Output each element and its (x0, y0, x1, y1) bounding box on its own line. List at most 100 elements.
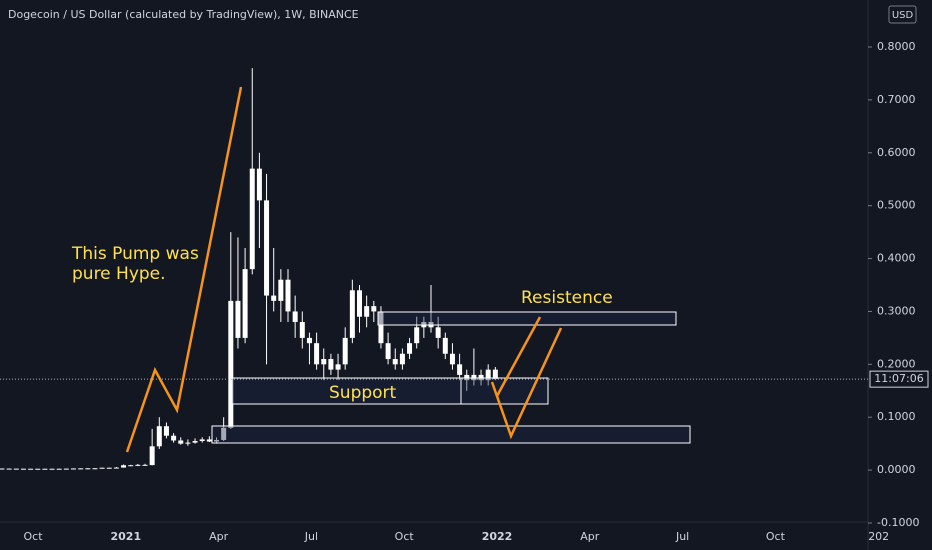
drawings (211, 311, 691, 444)
x-tick-label: Jul (675, 530, 689, 543)
candle-body (228, 300, 234, 428)
y-tick-label: 0.5000 (877, 199, 916, 212)
candle-body (442, 337, 448, 354)
y-tick-label: 0.6000 (877, 146, 916, 159)
candle-body (106, 467, 112, 469)
candle-body (28, 468, 34, 470)
candle-body (385, 343, 391, 360)
y-tick-label: -0.1000 (877, 516, 919, 529)
annotation-pump-2: pure Hype. (72, 264, 166, 284)
candle-body (42, 468, 48, 470)
candle-body (163, 426, 169, 436)
candle-body (292, 311, 298, 323)
projection-line (495, 316, 542, 397)
candle-body (0, 468, 5, 470)
candle-body (485, 369, 491, 381)
candle-body (271, 295, 277, 301)
candle-body (342, 337, 348, 365)
chart-title: Dogecoin / US Dollar (calculated by Trad… (8, 8, 359, 21)
candle-body (214, 439, 219, 442)
lower-box (211, 425, 691, 444)
candle-body (492, 369, 498, 380)
trend-lines (125, 86, 563, 453)
candle-body (335, 364, 341, 370)
candle-body (199, 439, 205, 442)
y-tick-label: 0.0000 (877, 463, 916, 476)
y-tick-label: 0.2000 (877, 357, 916, 370)
candle-body (256, 168, 262, 201)
x-tick-label: Oct (23, 530, 43, 543)
candle-body (71, 468, 76, 470)
candle-body (242, 269, 248, 338)
candle-body (378, 311, 384, 344)
candle-body (407, 343, 413, 354)
candle-body (178, 440, 184, 444)
candle-body (235, 300, 241, 338)
candle-body (185, 442, 191, 444)
candle-body (371, 306, 377, 312)
currency[interactable]: USD (892, 10, 914, 21)
x-tick-label: Oct (395, 530, 415, 543)
x-tick-label: 202 (868, 530, 889, 543)
candle-body (49, 468, 55, 470)
y-tick-label: 0.8000 (877, 40, 916, 53)
candle-body (328, 359, 334, 370)
candle-body (113, 467, 119, 469)
x-tick-label: 2022 (482, 530, 513, 543)
candle-body (135, 464, 141, 466)
candle-body (121, 465, 127, 468)
price-label-box (869, 370, 929, 388)
candle-body (171, 435, 177, 441)
annotation-resistance: Resistence (521, 288, 613, 308)
candle-body (285, 279, 291, 312)
candle-body (85, 468, 91, 470)
candle-body (414, 327, 420, 344)
candle-body (314, 343, 320, 365)
candle-body (306, 337, 312, 344)
candle-body (221, 427, 227, 440)
price-label: 11:07:06 (874, 372, 923, 385)
candle-body (321, 359, 327, 365)
candle-body (128, 465, 134, 467)
candle-body (92, 468, 98, 470)
candle-body (142, 464, 148, 466)
candle-body (392, 359, 398, 365)
candle-body (349, 290, 355, 338)
projection-v (490, 327, 563, 440)
candle-body (13, 468, 19, 470)
candle-body (206, 439, 212, 442)
y-tick-label: 0.3000 (877, 304, 916, 317)
x-tick-label: Jul (304, 530, 318, 543)
x-tick-label: 2021 (110, 530, 141, 543)
annotation-pump-1: This Pump was (71, 244, 199, 264)
candle-body (20, 468, 26, 470)
candle-body (78, 468, 84, 470)
annotation-support: Support (329, 383, 397, 403)
candle-body (457, 364, 463, 375)
candle-body (63, 468, 69, 470)
resistance-box (377, 311, 677, 326)
candle-body (99, 467, 105, 469)
y-tick-label: 0.1000 (877, 410, 916, 423)
candle-body (6, 468, 12, 470)
x-tick-label: Oct (766, 530, 786, 543)
candle-body (249, 168, 255, 270)
candle-body (364, 306, 370, 317)
candle-body (449, 353, 455, 365)
candle-body (399, 353, 405, 365)
currency-box (888, 5, 917, 24)
y-tick-label: 0.7000 (877, 93, 916, 106)
candle-body (192, 441, 198, 443)
candle-body (299, 322, 305, 338)
x-tick-label: Apr (209, 530, 229, 543)
candle-body (264, 200, 270, 296)
candle-body (156, 426, 162, 447)
candle-body (35, 468, 41, 470)
candle-body (56, 468, 62, 470)
y-tick-label: 0.4000 (877, 252, 916, 265)
candle-body (435, 327, 441, 338)
pump-line (125, 86, 243, 453)
plot-area (0, 68, 498, 470)
candle-body (357, 290, 362, 317)
